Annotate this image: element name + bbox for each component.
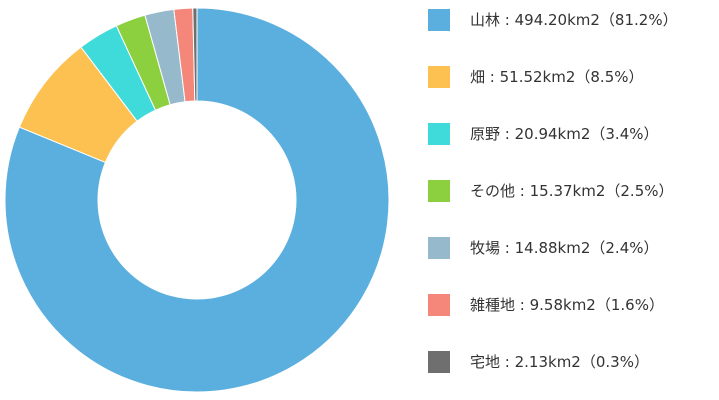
- legend-value: : 9.58km2（1.6%）: [515, 296, 664, 314]
- donut-slice: [192, 7, 198, 102]
- legend-label: 畑 : 51.52km2（8.5%）: [470, 68, 644, 86]
- legend-category: 牧場: [470, 239, 500, 257]
- legend-value: : 2.13km2（0.3%）: [500, 353, 649, 371]
- legend-category: 宅地: [470, 353, 500, 371]
- legend-label: 牧場 : 14.88km2（2.4%）: [470, 239, 659, 257]
- legend-label: 宅地 : 2.13km2（0.3%）: [470, 353, 649, 371]
- legend-category: 雑種地: [470, 296, 515, 314]
- legend-swatch: [428, 66, 450, 88]
- legend-swatch: [428, 9, 450, 31]
- legend-value: : 20.94km2（3.4%）: [500, 125, 658, 143]
- legend-label: その他 : 15.37km2（2.5%）: [470, 182, 674, 200]
- legend-category: その他: [470, 182, 515, 200]
- legend-swatch: [428, 237, 450, 259]
- legend-value: : 14.88km2（2.4%）: [500, 239, 658, 257]
- legend-category: 畑: [470, 68, 485, 86]
- legend-value: : 51.52km2（8.5%）: [485, 68, 643, 86]
- legend-label: 雑種地 : 9.58km2（1.6%）: [470, 296, 664, 314]
- legend-value: : 494.20km2（81.2%）: [500, 11, 678, 29]
- legend-swatch: [428, 123, 450, 145]
- legend-value: : 15.37km2（2.5%）: [515, 182, 673, 200]
- legend-category: 原野: [470, 125, 500, 143]
- legend-swatch: [428, 180, 450, 202]
- legend-swatch: [428, 294, 450, 316]
- legend-swatch: [428, 351, 450, 373]
- legend-label: 原野 : 20.94km2（3.4%）: [470, 125, 659, 143]
- donut-slice: [4, 7, 390, 393]
- legend-category: 山林: [470, 11, 500, 29]
- legend-label: 山林 : 494.20km2（81.2%）: [470, 11, 678, 29]
